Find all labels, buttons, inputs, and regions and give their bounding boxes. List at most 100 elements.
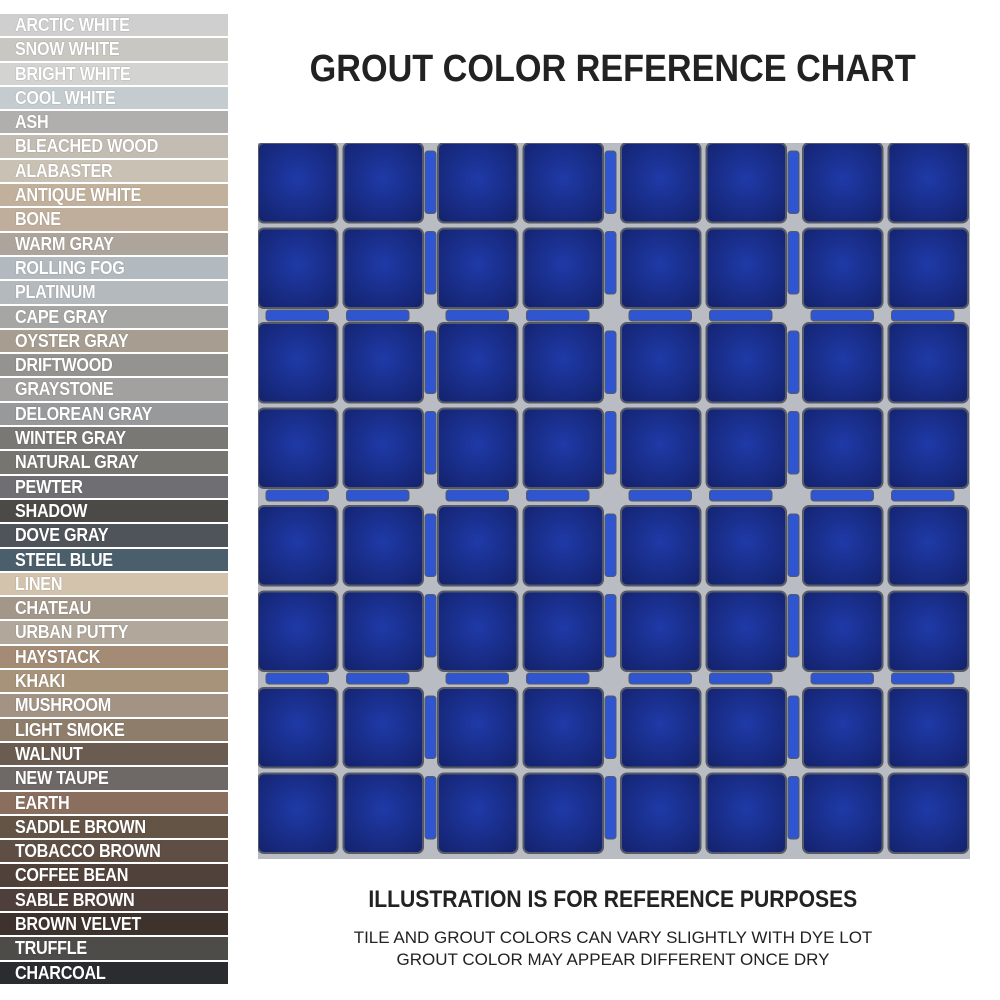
mosaic-tile [522,143,604,224]
mosaic-tile [802,590,884,672]
grout-swatch-label: SADDLE BROWN [15,816,146,837]
mosaic-bar [265,309,329,322]
mosaic-bar [604,594,617,658]
mosaic-tile [620,143,702,224]
grout-swatch-label: WINTER GRAY [15,428,126,449]
grout-swatch: BRIGHT WHITE [0,62,228,85]
grout-swatch-label: SHADOW [15,500,88,521]
mosaic-tile [705,407,787,489]
grout-swatch-label: SABLE BROWN [15,889,135,910]
mosaic-bar [424,594,437,658]
grout-swatch-label: DELOREAN GRAY [15,403,153,424]
mosaic-tile [802,322,884,404]
grout-swatch-label: ROLLING FOG [15,257,125,278]
grout-swatch-label: PEWTER [15,476,83,497]
grout-swatch: COOL WHITE [0,86,228,110]
grout-swatch: EARTH [0,791,228,814]
mosaic-tile [887,505,969,587]
mosaic-tile [620,407,702,489]
grout-swatch-label: GRAYSTONE [15,379,114,400]
grout-swatch: URBAN PUTTY [0,621,228,644]
grout-swatch-label: WALNUT [15,743,83,764]
mosaic-tile [342,143,424,224]
mosaic-bar [787,695,800,759]
mosaic-tile [887,772,969,854]
grout-swatch-label: KHAKI [15,671,65,692]
mosaic-bar [891,489,955,502]
mosaic-tile [802,143,884,224]
grout-swatch: ROLLING FOG [0,256,228,280]
mosaic-tile [705,322,787,404]
grout-swatch-label: LINEN [15,573,63,594]
mosaic-bar [787,594,800,658]
disclaimer-heading-text: ILLUSTRATION IS FOR REFERENCE PURPOSES [368,886,858,913]
grout-swatch: SHADOW [0,499,228,523]
mosaic-bar [346,309,410,322]
grout-swatch-list: ARCTIC WHITE SNOW WHITE BRIGHT WHITE COOL W… [0,14,228,986]
grout-swatch-label: ALABASTER [15,160,113,181]
grout-swatch: SABLE BROWN [0,888,228,911]
mosaic-bar [445,309,509,322]
grout-swatch: ARCTIC WHITE [0,14,228,37]
grout-swatch-label: NEW TAUPE [15,768,109,789]
grout-swatch-label: MUSHROOM [15,695,111,716]
grout-swatch-label: CHATEAU [15,598,92,619]
grout-swatch: WARM GRAY [0,232,228,255]
mosaic-tile [437,143,519,224]
mosaic-tile [522,687,604,769]
grout-swatch: PLATINUM [0,281,228,304]
grout-swatch: DELOREAN GRAY [0,402,228,426]
grout-swatch: CHATEAU [0,597,228,620]
mosaic-bar [787,411,800,475]
mosaic-tile [437,772,519,854]
grout-swatch-label: TRUFFLE [15,938,87,959]
grout-swatch: BROWN VELVET [0,912,228,936]
grout-swatch-label: BONE [15,209,61,230]
grout-swatch-label: OYSTER GRAY [15,330,129,351]
mosaic-tile [705,687,787,769]
grout-swatch-label: LIGHT SMOKE [15,719,125,740]
disclaimer-heading: ILLUSTRATION IS FOR REFERENCE PURPOSES [250,886,976,914]
grout-swatch: ASH [0,111,228,134]
grout-swatch-label: PLATINUM [15,282,96,303]
mosaic-bar [424,150,437,214]
mosaic-tile [887,590,969,672]
disclaimer-line-1: TILE AND GROUT COLORS CAN VARY SLIGHTLY … [353,928,873,947]
mosaic-tile [342,505,424,587]
grout-swatch: NEW TAUPE [0,767,228,790]
mosaic-bar [787,513,800,577]
grout-swatch-label: NATURAL GRAY [15,452,139,473]
mosaic-bar [265,672,329,685]
grout-swatch: GRAYSTONE [0,378,228,401]
grout-swatch: TOBACCO BROWN [0,840,228,863]
grout-swatch: PEWTER [0,475,228,498]
grout-swatch-label: HAYSTACK [15,646,101,667]
title-text: GROUT COLOR REFERENCE CHART [309,48,917,90]
mosaic-tile [258,322,339,404]
mosaic-tile [705,772,787,854]
grout-swatch: DRIFTWOOD [0,354,228,377]
mosaic-tile [802,407,884,489]
mosaic-tile [887,322,969,404]
mosaic-tile [802,772,884,854]
mosaic-tile [342,407,424,489]
mosaic-tile [258,687,339,769]
grout-swatch-label: URBAN PUTTY [15,622,129,643]
mosaic-bar [709,309,773,322]
mosaic-bar [810,309,874,322]
grout-swatch: ANTIQUE WHITE [0,184,228,207]
grout-swatch-label: BROWN VELVET [15,913,142,934]
mosaic-bar [265,489,329,502]
mosaic-bar [628,672,692,685]
mosaic-bar [346,489,410,502]
mosaic-tile [342,687,424,769]
mosaic-bar [709,489,773,502]
mosaic-tile [802,687,884,769]
mosaic-bar [604,411,617,475]
mosaic-tile [705,590,787,672]
grout-swatch: KHAKI [0,670,228,693]
mosaic-bar [810,489,874,502]
grout-swatch-label: STEEL BLUE [15,549,113,570]
mosaic-tile [522,407,604,489]
mosaic-bar [810,672,874,685]
